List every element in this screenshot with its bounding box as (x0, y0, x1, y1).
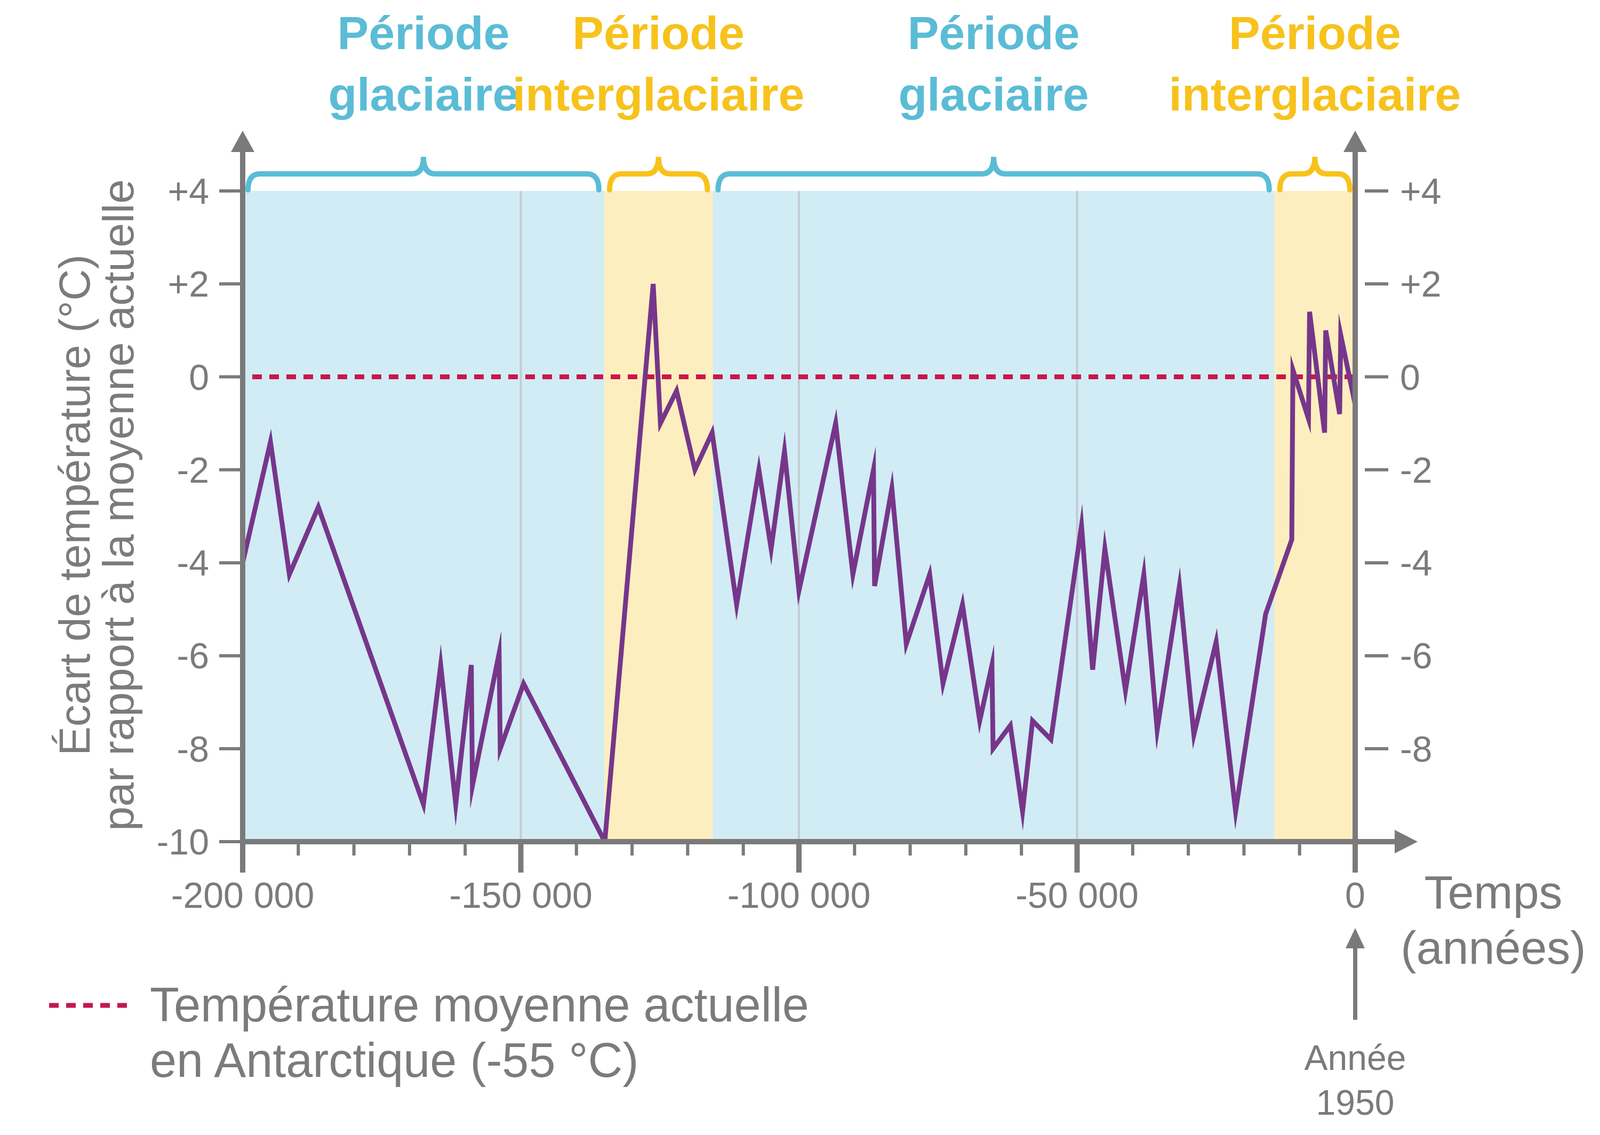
x-minor-tick (1242, 841, 1246, 856)
period-brace (717, 156, 1269, 190)
grid-line (797, 190, 800, 842)
x-minor-tick (574, 841, 579, 856)
legend-swatch (49, 1003, 128, 1008)
y2-tick-label: -4 (1400, 542, 1432, 583)
y-tick (219, 747, 243, 751)
y2-tick-label: -2 (1400, 449, 1432, 491)
period-brace (1280, 156, 1350, 190)
period-band (604, 190, 713, 842)
period-label: Période (337, 6, 510, 60)
page: {"chart_data": { "type": "line", "ylabel… (0, 0, 1600, 1135)
y2-tick-label: -6 (1400, 635, 1432, 676)
legend-label: Température moyenne actuelle (149, 978, 810, 1032)
x-minor-tick (741, 841, 746, 856)
y-tick-label: +4 (167, 170, 210, 212)
x-minor-tick (463, 841, 467, 856)
period-brace (248, 156, 599, 190)
period-label: Période (1228, 6, 1402, 60)
y-tick-label: -6 (177, 635, 210, 676)
series-line (242, 283, 1356, 842)
legend-label: en Antarctique (-55 °C) (149, 1033, 639, 1087)
x-tick-label: -150 000 (449, 874, 592, 916)
x-tick-label: -100 000 (727, 874, 871, 916)
x-tick (240, 841, 246, 873)
x-minor-tick (1298, 841, 1302, 856)
y2-tick (1364, 561, 1389, 565)
period-label: interglaciaire (512, 67, 805, 121)
x-tick (796, 841, 802, 873)
x-tick (1352, 841, 1358, 873)
period-label: interglaciaire (1168, 67, 1461, 121)
y-tick (219, 189, 243, 193)
x-minor-tick (964, 841, 968, 856)
reference-line (252, 374, 1356, 380)
x-tick-label: -200 000 (171, 874, 315, 916)
y-axis-line (240, 144, 246, 873)
y2-tick (1364, 747, 1389, 751)
x-minor-tick (685, 841, 690, 856)
y2-tick-label: +4 (1400, 170, 1442, 212)
y-tick (219, 840, 243, 844)
y-tick-label: 0 (188, 356, 210, 398)
y-axis-arrow (230, 130, 255, 152)
y-tick (219, 282, 243, 286)
axes (219, 130, 1418, 873)
y-tick-label: +2 (167, 263, 210, 304)
x-axis-label: Temps (1424, 865, 1563, 919)
grid-line (1076, 190, 1079, 842)
y-tick-label: -10 (156, 821, 210, 862)
y-tick-label: -8 (177, 728, 210, 770)
y2-axis-arrow (1343, 130, 1367, 152)
x-minor-tick (1131, 841, 1135, 856)
period-band (1274, 190, 1356, 842)
annotation-arrowhead (1345, 928, 1365, 949)
x-minor-tick (908, 841, 912, 856)
annotation-text: Année (1304, 1037, 1407, 1078)
y2-tick (1364, 468, 1389, 472)
y-tick (219, 468, 243, 472)
y2-tick (1364, 375, 1389, 379)
x-minor-tick (852, 841, 856, 856)
x-minor-tick (296, 841, 300, 856)
x-tick (1074, 841, 1080, 873)
y2-tick (1364, 189, 1389, 193)
x-tick-label: -50 000 (1015, 874, 1139, 916)
y-tick (219, 561, 243, 565)
x-axis-label: (années) (1400, 921, 1586, 974)
y-tick-label: -2 (177, 449, 210, 491)
x-tick-label: 0 (1345, 874, 1366, 916)
grid-line (520, 190, 523, 842)
x-minor-tick (352, 841, 356, 856)
x-minor-tick (408, 841, 412, 856)
period-label: glaciaire (898, 67, 1089, 121)
x-tick (518, 841, 524, 873)
x-minor-tick (630, 841, 634, 856)
x-axis-line (240, 838, 1403, 845)
period-label: Période (907, 6, 1080, 60)
y2-axis-line (1352, 144, 1358, 842)
period-label: Période (572, 6, 745, 60)
y-tick (219, 375, 243, 379)
annotation-text: 1950 (1316, 1082, 1395, 1123)
plot-area (242, 190, 1356, 842)
period-band (242, 190, 605, 842)
period-label: glaciaire (328, 67, 519, 121)
y-tick-label: -4 (177, 542, 210, 583)
x-minor-tick (1186, 841, 1190, 856)
y2-tick-label: -8 (1400, 728, 1432, 770)
y-tick (219, 653, 243, 658)
y2-tick-label: +2 (1400, 263, 1442, 304)
y2-tick (1364, 653, 1389, 658)
y-axis-label: Écart de température (°C) (50, 254, 99, 756)
annotation-arrow (1353, 944, 1358, 1020)
y2-tick (1364, 282, 1389, 286)
chart: -200 000 -150 000 -100 000 -50 000 0 -10 -8 -6 -… (0, 0, 1600, 1135)
period-brace (609, 156, 708, 190)
x-minor-tick (1019, 841, 1023, 856)
x-axis-arrow (1394, 829, 1418, 854)
y-axis-label: par rapport à la moyenne actuelle (93, 179, 143, 831)
y2-tick-label: 0 (1400, 356, 1421, 398)
